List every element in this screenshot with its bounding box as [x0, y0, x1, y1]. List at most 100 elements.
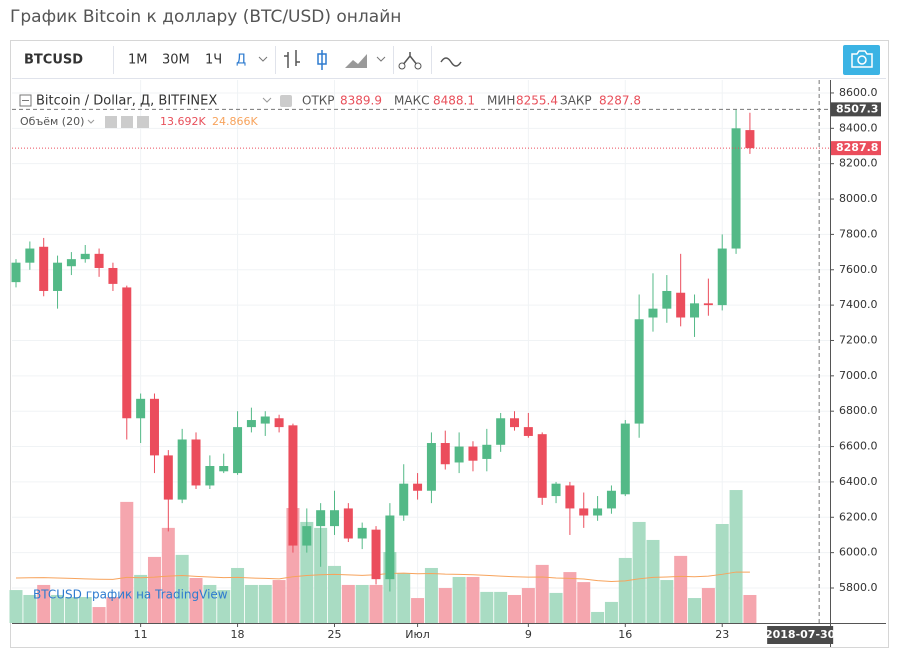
compare-icon[interactable] [401, 52, 419, 67]
volume-bar [231, 567, 245, 623]
candle-body [399, 483, 409, 516]
candle-body [329, 510, 339, 527]
interval-active[interactable]: Д [236, 53, 246, 68]
volume-bar [591, 611, 605, 623]
volume-bar [688, 598, 702, 623]
candle-body [316, 510, 326, 527]
interval[interactable]: 1Ч [205, 53, 222, 68]
dropdown-arrow[interactable] [262, 97, 272, 103]
y-tick-label: 7000.0 [839, 369, 878, 382]
candle-body [94, 253, 104, 268]
watermark[interactable]: BTCUSD график на TradingView [33, 588, 228, 602]
candle-body [246, 420, 256, 428]
visibility-icon[interactable] [105, 116, 117, 128]
candle-body [136, 398, 146, 419]
volume-name: Объём (20) [20, 115, 84, 128]
candles-icon[interactable] [317, 50, 327, 70]
camera-icon [851, 50, 873, 68]
plot: 5800.0 6000.0 6200.0 6400.0 6600.0 6800.0 7000… [9, 80, 881, 644]
candle-body [260, 416, 270, 424]
candle-body [39, 246, 49, 291]
snapshot-button[interactable] [843, 45, 880, 75]
candle-body [565, 485, 575, 509]
indicators-icon[interactable] [440, 57, 462, 67]
x-tick-label: 11 [134, 628, 148, 641]
candle-body [634, 319, 644, 424]
volume-ma-line [15, 571, 750, 582]
volume-bar [300, 521, 314, 623]
candle-body [440, 443, 450, 465]
x-tick-label: 25 [327, 628, 341, 641]
low-value: 8255.4 [516, 94, 558, 108]
candle-body [496, 418, 506, 445]
dropdown-arrow[interactable] [258, 56, 268, 62]
candle-body [413, 483, 423, 491]
last-price-label: 8287.8 [836, 141, 878, 154]
volume-bar [314, 527, 328, 623]
candle-body [163, 455, 173, 500]
volume-bar [743, 594, 757, 623]
candle-body [177, 439, 187, 500]
candle-body [593, 508, 603, 516]
high-marker-label: 8507.3 [836, 102, 878, 115]
y-tick-label: 6600.0 [839, 440, 878, 453]
volume-bar [369, 584, 383, 623]
remove-icon[interactable] [137, 116, 149, 128]
volume-bar [424, 567, 438, 623]
candle-body [468, 446, 478, 461]
volume-bar [535, 564, 549, 623]
open-value: 8389.9 [340, 94, 382, 108]
bars-icon[interactable] [284, 50, 300, 68]
candle-body [620, 423, 630, 495]
volume-bar [258, 584, 272, 623]
x-tick-label: 16 [618, 628, 632, 641]
volume-bar [92, 607, 106, 623]
x-tick-label: 9 [525, 628, 532, 641]
high-marker [831, 102, 881, 117]
close-label: ЗАКР [560, 94, 592, 108]
candle-body [149, 398, 159, 456]
volume-bar [494, 591, 508, 623]
volume-bar [660, 580, 674, 623]
interval[interactable]: 1M [128, 53, 148, 68]
y-tick-label: 6800.0 [839, 404, 878, 417]
candle-body [551, 483, 561, 497]
candle-body [523, 427, 533, 436]
dropdown-arrow[interactable] [87, 119, 95, 124]
candle-body [662, 290, 672, 309]
camera-lens [857, 55, 867, 65]
candle-body [66, 259, 76, 267]
area-icon[interactable] [345, 54, 367, 68]
symbol[interactable]: BTCUSD [24, 53, 83, 68]
candle-body [288, 425, 298, 546]
volume-bar [674, 555, 688, 623]
candle-body [703, 303, 713, 306]
volume-bar [175, 554, 189, 623]
volume-bar [480, 591, 494, 623]
candle-body [25, 248, 35, 263]
dropdown-arrow[interactable] [376, 56, 386, 62]
page-title: График Bitcoin к доллару (BTC/USD) онлай… [10, 7, 401, 27]
y-tick-label: 7800.0 [839, 227, 878, 240]
y-tick-label: 8200.0 [839, 157, 878, 170]
high-value: 8488.1 [433, 94, 475, 108]
settings-icon[interactable] [121, 116, 133, 128]
volume-bar [147, 556, 161, 623]
volume-bar [9, 590, 23, 623]
volume-bar [272, 580, 286, 623]
candle-body [717, 248, 727, 306]
candle-body [385, 515, 395, 580]
volume-bar [715, 523, 729, 623]
volume-bar [217, 590, 231, 623]
candle-body [731, 128, 741, 249]
volume-bar [563, 572, 577, 623]
interval[interactable]: 30M [162, 53, 190, 68]
candle-body [579, 508, 589, 516]
volume-bar [729, 490, 743, 623]
volume-bar [106, 597, 120, 623]
volume-bar [78, 597, 92, 623]
volume-bar [701, 588, 715, 623]
settings-icon[interactable] [280, 95, 292, 107]
volume-bar [618, 557, 632, 623]
